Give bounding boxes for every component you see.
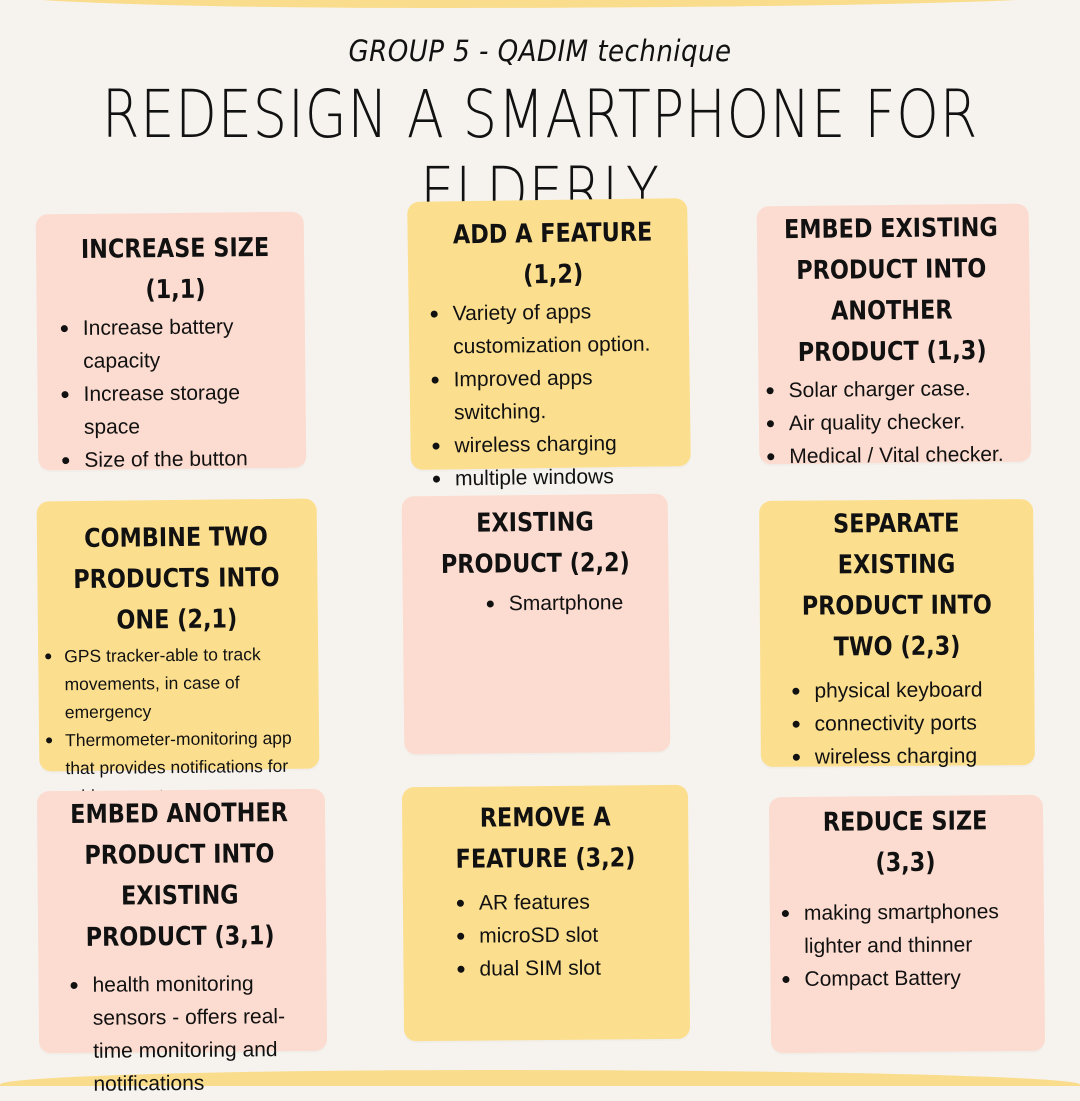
list-item: Air quality checker. (763, 405, 1023, 441)
page-subtitle: GROUP 5 - QADIM technique (348, 34, 732, 68)
card-list: GPS tracker-able to track movements, in … (42, 640, 314, 811)
card-title: COMBINE TWO PRODUCTS INTO ONE (2,1) (73, 522, 280, 636)
list-item: Compact Battery (778, 961, 1034, 996)
list-item: connectivity ports (789, 706, 1027, 741)
list-item: multiple windows (429, 459, 683, 496)
card-list: Variety of apps customization option. Im… (426, 294, 683, 496)
list-item: Medical / Vital checker. (763, 438, 1023, 474)
card-embed-existing: EMBED EXISTING PRODUCT INTO ANOTHER PROD… (756, 203, 1032, 468)
card-combine-products: COMBINE TWO PRODUCTS INTO ONE (2,1) GPS … (36, 498, 320, 806)
list-item: AR features (453, 885, 679, 920)
card-list: making smartphones lighter and thinner C… (778, 895, 1035, 996)
card-title: REDUCE SIZE (3,3) (822, 806, 988, 879)
card-title: SEPARATE EXISTING PRODUCT INTO TWO (2,3) (801, 508, 992, 663)
card-list: physical keyboard connectivity ports wir… (788, 673, 1027, 774)
card-remove-feature: REMOVE A FEATURE (3,2) AR features micro… (401, 784, 691, 1042)
card-list: AR features microSD slot dual SIM slot (453, 885, 680, 986)
list-item: Increase storage space (57, 376, 296, 444)
top-border-stripe (0, 0, 1080, 8)
card-embed-another: EMBED ANOTHER PRODUCT INTO EXISTING PROD… (36, 788, 328, 1096)
card-list: Smartphone (413, 586, 659, 622)
card-title: ADD A FEATURE (1,2) (452, 217, 653, 291)
card-title: EMBED ANOTHER PRODUCT INTO EXISTING PROD… (70, 798, 289, 953)
list-item: Smartphone (483, 586, 659, 621)
list-item: Improved apps switching. (427, 360, 682, 430)
card-title: EMBED EXISTING PRODUCT INTO ANOTHER PROD… (783, 212, 998, 369)
list-item: microSD slot (453, 918, 679, 953)
list-item: wireless charging (428, 426, 682, 463)
list-item: Size of the button (58, 442, 296, 477)
card-add-feature: ADD A FEATURE (1,2) Variety of apps cust… (407, 198, 691, 490)
card-reduce-size: REDUCE SIZE (3,3) making smartphones lig… (768, 794, 1046, 1054)
card-existing-product: EXISTING PRODUCT (2,2) Smartphone (401, 493, 671, 755)
card-increase-size: INCREASE SIZE (1,1) Increase battery cap… (35, 211, 307, 472)
list-item: health monitoring sensors - offers real-… (66, 967, 317, 1101)
card-separate-product: SEPARATE EXISTING PRODUCT INTO TWO (2,3)… (759, 499, 1035, 769)
card-list: health monitoring sensors - offers real-… (66, 967, 317, 1101)
list-item: Solar charger case. (762, 372, 1022, 408)
card-title: INCREASE SIZE (1,1) (80, 232, 270, 306)
list-item: physical keyboard (788, 673, 1026, 708)
card-title: REMOVE A FEATURE (3,2) (455, 802, 636, 875)
list-item: Variety of apps customization option. (426, 294, 681, 364)
card-list: Solar charger case. Air quality checker.… (762, 372, 1023, 474)
list-item: Increase battery capacity (57, 310, 296, 378)
list-item: wireless charging (789, 739, 1027, 774)
list-item: GPS tracker-able to track movements, in … (42, 640, 313, 727)
list-item: dual SIM slot (453, 951, 679, 986)
card-title: EXISTING PRODUCT (2,2) (440, 507, 630, 580)
list-item: making smartphones lighter and thinner (778, 895, 1035, 963)
card-list: Increase battery capacity Increase stora… (57, 310, 297, 477)
